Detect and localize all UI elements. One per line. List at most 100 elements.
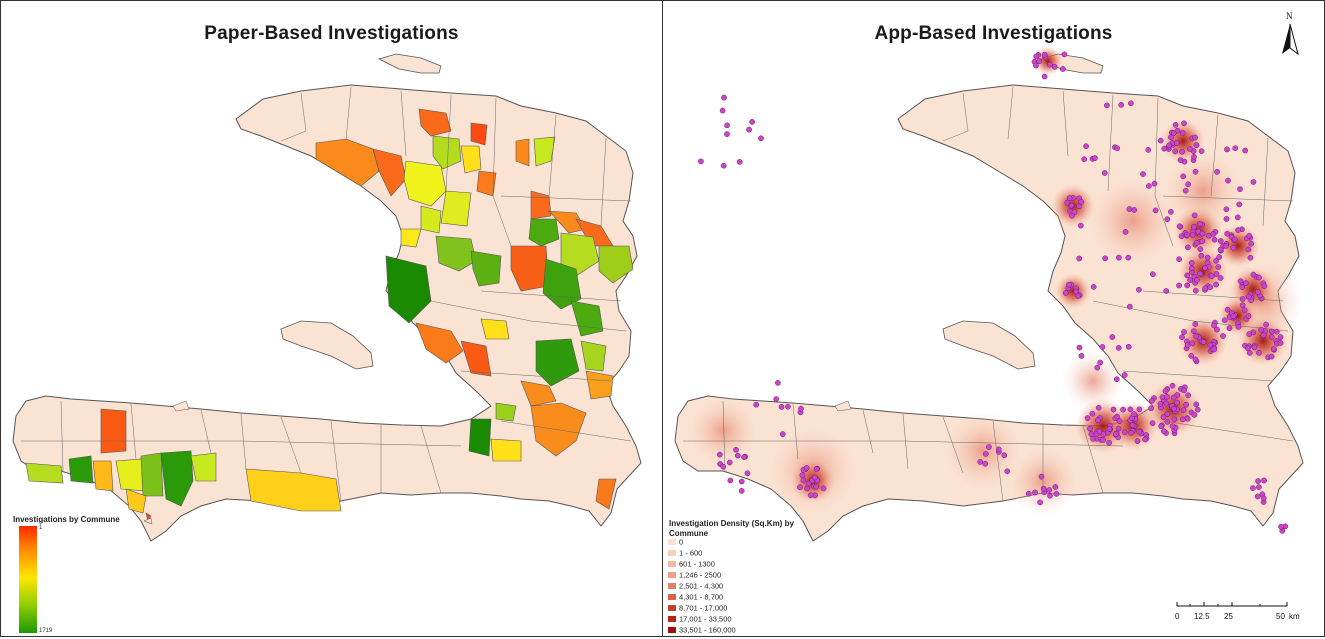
density-swatch <box>668 605 676 612</box>
investigation-point <box>1128 429 1134 436</box>
investigation-point <box>1210 231 1217 237</box>
investigation-point <box>982 451 989 457</box>
investigation-point <box>1263 321 1269 328</box>
investigation-point <box>813 466 820 472</box>
investigation-point <box>1161 428 1167 435</box>
investigation-point <box>1225 177 1231 184</box>
investigation-point <box>1157 137 1164 144</box>
investigation-point <box>1256 274 1262 281</box>
investigation-point <box>1224 306 1231 313</box>
haiti-map-app <box>674 46 1304 542</box>
investigation-point <box>1025 490 1032 497</box>
investigation-point <box>1217 275 1224 281</box>
investigation-point <box>1115 425 1122 432</box>
investigation-point <box>1036 58 1043 64</box>
investigation-point <box>1204 254 1211 261</box>
investigation-point <box>721 94 727 101</box>
investigation-point <box>1188 352 1195 359</box>
investigation-point <box>1239 302 1246 309</box>
island-tortuga <box>377 53 442 74</box>
investigation-point <box>1121 372 1128 378</box>
panel-title-paper: Paper-Based Investigations <box>204 23 459 44</box>
north-arrow-icon <box>1282 23 1299 56</box>
investigation-point <box>1106 426 1113 432</box>
investigation-point <box>1180 173 1187 180</box>
ramp-max-label: 1 <box>39 525 43 531</box>
investigation-point <box>1149 420 1156 427</box>
investigation-point <box>1192 321 1199 328</box>
investigation-point <box>1191 154 1197 160</box>
investigation-point <box>1254 493 1261 500</box>
investigation-point <box>1157 401 1164 407</box>
investigation-point <box>1149 271 1156 278</box>
density-label: 1,246 - 2500 <box>679 570 722 580</box>
investigation-point <box>1041 51 1048 58</box>
map-panel-app: App-Based Investigations <box>662 0 1325 637</box>
investigation-point <box>1230 244 1237 251</box>
investigation-point <box>1202 285 1209 292</box>
investigation-point <box>1001 452 1008 459</box>
investigation-point <box>1223 206 1230 213</box>
investigation-point <box>1239 284 1246 290</box>
investigation-point <box>1268 334 1275 340</box>
investigation-point <box>1237 186 1243 192</box>
density-legend-item: 33,501 - 160,000 <box>668 625 736 635</box>
investigation-point <box>719 107 726 114</box>
investigation-point <box>1199 230 1206 237</box>
investigation-point <box>1120 406 1126 413</box>
investigation-point <box>1081 156 1088 163</box>
investigation-point <box>1106 439 1112 446</box>
investigation-point <box>1190 224 1197 230</box>
investigation-point <box>1164 216 1171 223</box>
investigation-point <box>804 485 810 492</box>
commune-borders <box>21 86 632 502</box>
investigation-point <box>1180 407 1187 414</box>
investigation-point <box>1121 429 1128 436</box>
investigation-point <box>1170 394 1177 401</box>
investigation-point <box>1066 195 1073 201</box>
investigation-point <box>1076 203 1082 210</box>
investigation-point <box>1062 290 1069 296</box>
investigation-point <box>1185 392 1191 399</box>
investigation-point <box>1183 401 1189 408</box>
investigation-point <box>1256 349 1262 356</box>
density-swatch <box>668 539 676 546</box>
investigation-point <box>1126 303 1133 310</box>
investigation-point <box>1211 346 1218 353</box>
investigation-point <box>1037 499 1043 506</box>
investigation-point <box>1260 332 1267 339</box>
density-swatch <box>668 594 676 601</box>
investigation-point <box>1247 254 1254 261</box>
investigation-point <box>1172 122 1179 128</box>
density-swatch <box>668 627 676 634</box>
investigation-point <box>1193 401 1200 408</box>
investigation-point <box>1208 273 1215 280</box>
investigation-point <box>1033 53 1040 60</box>
investigation-point <box>1140 171 1146 177</box>
investigation-point <box>1184 415 1191 422</box>
investigation-point <box>1217 246 1224 253</box>
investigation-point <box>1047 492 1053 499</box>
color-ramp <box>19 526 37 633</box>
investigation-point <box>1176 223 1183 230</box>
investigation-point <box>727 477 734 484</box>
investigation-point <box>1277 334 1284 341</box>
investigation-point <box>1213 271 1220 277</box>
investigation-point <box>773 396 780 402</box>
investigation-point <box>800 477 807 484</box>
investigation-point <box>1182 187 1189 194</box>
investigation-point <box>1250 271 1257 278</box>
investigation-point <box>1083 143 1089 150</box>
investigation-point <box>1214 326 1220 333</box>
investigation-point <box>1211 322 1217 329</box>
investigation-point <box>720 463 727 470</box>
density-label: 33,501 - 160,000 <box>679 625 736 635</box>
investigation-point <box>1270 346 1277 352</box>
investigation-point <box>1077 222 1084 229</box>
investigation-point <box>1053 491 1060 497</box>
investigation-point <box>1129 422 1136 428</box>
investigation-point <box>799 472 806 479</box>
investigation-point <box>1170 130 1177 136</box>
scale-tick-50: 50 <box>1276 612 1285 621</box>
investigation-point <box>1164 411 1171 417</box>
